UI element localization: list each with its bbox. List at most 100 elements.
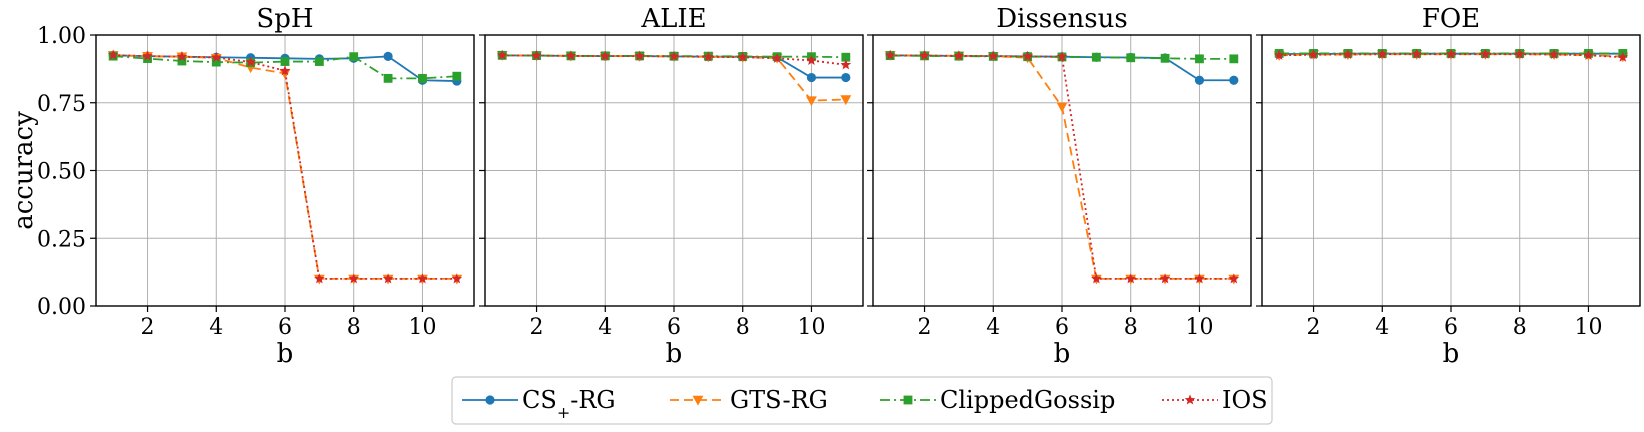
- legend-label: ClippedGossip: [940, 386, 1115, 414]
- series-ios: [107, 49, 463, 284]
- x-tick-label: 10: [1185, 315, 1213, 340]
- data-point-ios: [210, 51, 222, 63]
- x-axis-label: b: [277, 339, 294, 369]
- data-point-ios: [919, 50, 930, 61]
- data-point-ios: [245, 56, 256, 67]
- y-tick-label: 1.00: [37, 24, 86, 49]
- data-point-ios: [1308, 49, 1319, 60]
- data-point-clippedgossip: [1229, 54, 1239, 64]
- data-point-clippedgossip: [841, 52, 851, 62]
- data-point-clippedgossip: [280, 57, 290, 66]
- x-tick-label: 8: [347, 315, 361, 340]
- series-ios: [1273, 48, 1629, 62]
- y-tick-label: 0.75: [37, 92, 86, 117]
- data-point-ios: [953, 50, 965, 61]
- data-point-clippedgossip: [1160, 53, 1170, 63]
- x-tick-label: 2: [530, 315, 544, 340]
- data-point-ios: [107, 49, 119, 60]
- panel-title: ALIE: [640, 4, 706, 34]
- panel-title: FOE: [1422, 4, 1480, 34]
- data-point-gts-rg: [1056, 102, 1068, 113]
- data-point-clippedgossip: [143, 54, 152, 63]
- x-tick-label: 6: [667, 315, 681, 340]
- data-point-ios: [1583, 49, 1594, 60]
- data-point-clippedgossip: [177, 56, 187, 66]
- data-point-ios: [1273, 49, 1285, 60]
- panel-foe: 2 4 6 8 10 FOE b: [1256, 4, 1641, 369]
- x-tick-label: 10: [797, 315, 825, 340]
- data-point-ios: [1228, 273, 1240, 284]
- data-point-ios: [1125, 273, 1137, 284]
- data-point-ios: [176, 51, 188, 62]
- data-point-cs-rg: [806, 72, 817, 83]
- y-axis-label: accuracy: [9, 111, 39, 230]
- panel-title: Dissensus: [996, 4, 1127, 34]
- data-point-ios: [1480, 48, 1491, 59]
- data-point-ios: [1548, 48, 1560, 60]
- data-point-ios: [599, 50, 611, 61]
- panel-title: SpH: [256, 4, 313, 34]
- data-point-clippedgossip: [1126, 53, 1136, 63]
- legend-item-gts-rg: GTS-RG: [670, 386, 828, 414]
- data-point-cs-rg: [1194, 75, 1205, 85]
- data-point-ios: [987, 50, 999, 61]
- legend-marker-ios: [1184, 394, 1196, 405]
- data-point-clippedgossip: [383, 73, 393, 83]
- x-axis-label: b: [666, 339, 683, 369]
- data-point-ios: [279, 65, 291, 76]
- data-point-clippedgossip: [314, 57, 324, 66]
- data-point-ios: [703, 51, 714, 62]
- data-point-ios: [417, 273, 428, 284]
- legend-item-ios: IOS: [1162, 386, 1268, 414]
- x-tick-label: 4: [209, 315, 223, 340]
- data-point-ios: [1194, 273, 1205, 284]
- data-point-ios: [1022, 50, 1033, 61]
- data-point-ios: [496, 49, 508, 60]
- data-point-clippedgossip: [452, 71, 462, 81]
- x-axis-label: b: [1443, 339, 1460, 369]
- x-tick-label: 2: [1307, 315, 1321, 340]
- data-point-gts-rg: [840, 95, 852, 106]
- legend-label: IOS: [1222, 386, 1268, 414]
- data-point-cs-rg: [383, 51, 393, 62]
- x-axis-label: b: [1054, 339, 1071, 369]
- data-point-cs-rg: [1229, 75, 1239, 85]
- data-point-ios: [840, 59, 852, 70]
- y-tick-label: 0.25: [37, 227, 86, 252]
- data-point-ios: [771, 52, 783, 63]
- legend-frame: [451, 376, 1273, 425]
- data-point-ios: [1617, 51, 1629, 62]
- data-point-ios: [314, 273, 325, 284]
- x-tick-label: 2: [918, 315, 932, 340]
- x-tick-label: 4: [598, 315, 612, 340]
- data-point-ios: [668, 50, 680, 61]
- legend-label: GTS-RG: [730, 386, 828, 414]
- data-point-ios: [1445, 48, 1457, 59]
- x-tick-label: 2: [141, 315, 155, 340]
- data-point-ios: [451, 273, 463, 284]
- legend: CS+-RG GTS-RG ClippedGossip IOS: [451, 376, 1273, 425]
- data-point-ios: [1514, 48, 1526, 59]
- legend-marker-gts-rg: [692, 395, 704, 406]
- data-point-ios: [382, 273, 394, 284]
- panel-alie: 2 4 6 8 10 ALIE b: [479, 4, 864, 369]
- y-tick-label: 0.50: [37, 160, 86, 185]
- x-tick-label: 6: [1444, 315, 1458, 340]
- data-point-cs-rg: [841, 72, 851, 83]
- data-point-ios: [634, 50, 645, 61]
- x-tick-label: 10: [408, 315, 436, 340]
- legend-item-clippedgossip: ClippedGossip: [880, 386, 1115, 414]
- y-tick-label: 0.00: [37, 295, 86, 320]
- x-tick-label: 6: [1055, 315, 1069, 340]
- x-tick-label: 8: [1513, 315, 1527, 340]
- data-point-ios: [1411, 48, 1422, 59]
- series-line-clippedgossip: [502, 54, 846, 59]
- data-point-gts-rg: [806, 96, 817, 107]
- x-tick-label: 10: [1574, 315, 1602, 340]
- legend-marker-cs-rg: [485, 395, 495, 405]
- data-point-ios: [142, 50, 153, 61]
- data-point-ios: [1342, 48, 1354, 60]
- series-ios: [496, 49, 852, 70]
- data-point-ios: [1159, 273, 1171, 284]
